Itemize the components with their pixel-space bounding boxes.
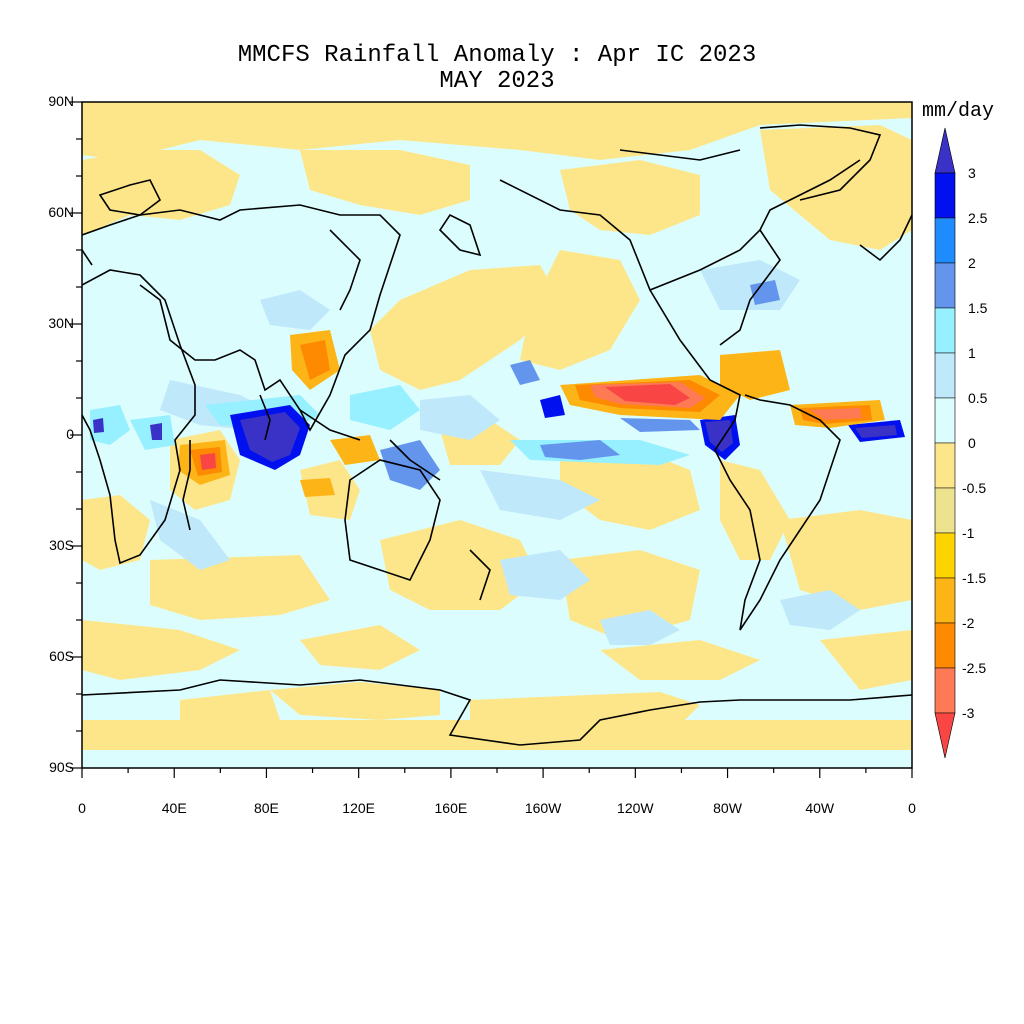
y-tick-label: 90S: [49, 759, 74, 775]
colorbar-level-label: -2: [962, 615, 975, 631]
y-tick-label: 60N: [48, 204, 74, 220]
colorbar-level-label: 3: [968, 165, 976, 181]
wet-above-three: [93, 412, 897, 462]
colorbar-box: [934, 172, 956, 219]
colorbar-box: [934, 307, 956, 354]
colorbar-box: [934, 577, 956, 624]
x-tick-label: 0: [908, 800, 916, 816]
colorbar-level-label: 2: [968, 255, 976, 271]
colorbar-box: [934, 352, 956, 399]
map-subtitle: MAY 2023: [439, 68, 555, 95]
colorbar-level-label: -0.5: [962, 480, 987, 496]
colorbar-box: [934, 532, 956, 579]
y-tick-label: 30S: [49, 537, 74, 553]
anomaly-field: [82, 102, 912, 768]
axis-ticks: [70, 101, 913, 778]
colorbar-box: [934, 667, 956, 714]
y-tick-label: 90N: [48, 93, 74, 109]
colorbar-level-label: 1.5: [968, 300, 988, 316]
colorbar-level-label: 0: [968, 435, 976, 451]
colorbar-box: [934, 262, 956, 309]
y-tick-label: 30N: [48, 315, 74, 331]
map-title: MMCFS Rainfall Anomaly : Apr IC 2023: [237, 42, 757, 69]
colorbar-box: [934, 622, 956, 669]
colorbar-level-label: -2.5: [962, 660, 987, 676]
colorbar-level-label: -1: [962, 525, 975, 541]
colorbar-units: mm/day: [922, 100, 995, 123]
colorbar-box: [934, 487, 956, 534]
colorbar-box: [934, 442, 956, 489]
colorbar-box: [934, 397, 956, 444]
coastlines: [82, 124, 912, 746]
colorbar-level-label: 2.5: [968, 210, 988, 226]
colorbar-level-label: 0.5: [968, 390, 988, 406]
colorbar-level-label: 1: [968, 345, 976, 361]
x-tick-label: 120E: [342, 800, 375, 816]
colorbar-level-label: -1.5: [962, 570, 987, 586]
x-tick-label: 40E: [161, 800, 187, 816]
x-tick-label: 160E: [434, 800, 468, 816]
colorbar: [934, 127, 956, 759]
y-tick-label: 60S: [49, 648, 74, 664]
dry-below-three: [200, 384, 690, 470]
x-tick-label: 0: [78, 800, 86, 816]
y-tick-label: 0: [66, 426, 74, 442]
x-tick-label: 160W: [524, 800, 562, 816]
x-tick-label: 80E: [253, 800, 279, 816]
colorbar-level-label: -3: [962, 705, 975, 721]
dry-regions: [82, 102, 912, 750]
colorbar-bottom-triangle: [934, 712, 956, 759]
x-tick-label: 120W: [617, 800, 654, 816]
x-tick-label: 40W: [805, 800, 835, 816]
x-tick-label: 80W: [713, 800, 742, 816]
colorbar-top-triangle: [934, 127, 956, 174]
colorbar-box: [934, 217, 956, 264]
